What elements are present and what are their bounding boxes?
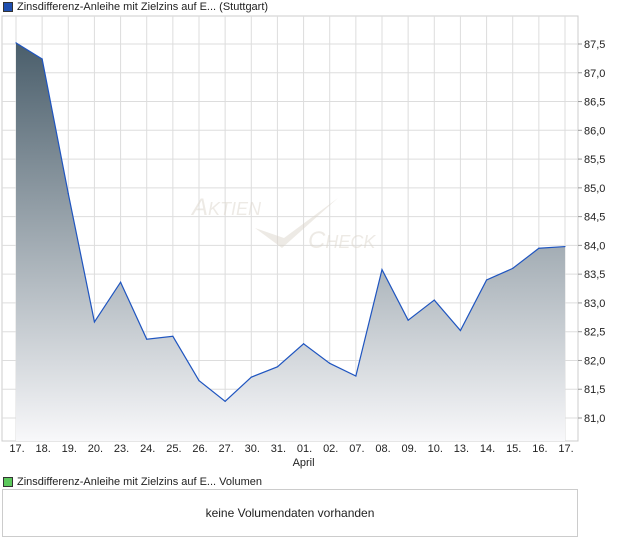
x-tick-label: 17. xyxy=(9,443,24,455)
price-legend: Zinsdifferenz-Anleihe mit Zielzins auf E… xyxy=(3,1,268,13)
svg-text:AKTIEN: AKTIEN xyxy=(190,194,262,221)
y-tick-label: 84,5 xyxy=(584,212,605,224)
x-tick-label: 15. xyxy=(506,443,521,455)
data-point xyxy=(302,343,305,345)
svg-text:CHECK: CHECK xyxy=(308,227,376,254)
x-tick-label: 27. xyxy=(218,443,233,455)
volume-panel: keine Volumendaten vorhanden xyxy=(2,489,578,537)
data-point xyxy=(512,267,514,270)
data-point xyxy=(381,268,383,271)
y-tick-label: 87,5 xyxy=(584,39,605,51)
x-tick-label: 10. xyxy=(428,443,443,455)
x-tick-label: 30. xyxy=(245,443,260,455)
x-tick-label: 19. xyxy=(62,443,77,455)
price-legend-swatch xyxy=(3,2,13,12)
volume-legend-swatch xyxy=(3,477,13,487)
data-point xyxy=(93,321,96,323)
data-point xyxy=(41,58,43,60)
data-point xyxy=(224,400,226,402)
x-tick-label: 17. xyxy=(558,443,573,455)
y-tick-label: 86,0 xyxy=(584,125,605,137)
data-point xyxy=(538,247,540,249)
y-tick-label: 81,0 xyxy=(584,413,605,425)
x-tick-label: 08. xyxy=(375,443,390,455)
volume-legend: Zinsdifferenz-Anleihe mit Zielzins auf E… xyxy=(3,476,262,488)
data-point xyxy=(172,335,174,337)
data-point xyxy=(146,338,148,340)
price-legend-label: Zinsdifferenz-Anleihe mit Zielzins auf E… xyxy=(17,1,269,13)
x-tick-label: 09. xyxy=(401,443,416,455)
y-tick-label: 81,5 xyxy=(584,384,605,396)
data-point xyxy=(329,362,331,364)
price-line xyxy=(15,42,566,403)
x-tick-label: 02. xyxy=(323,443,338,455)
x-tick-label: 24. xyxy=(140,443,155,455)
y-tick-label: 82,0 xyxy=(584,355,605,367)
data-point xyxy=(15,42,17,44)
data-point xyxy=(485,279,488,281)
y-tick-label: 83,5 xyxy=(584,269,605,281)
y-tick-label: 86,5 xyxy=(584,97,605,109)
x-tick-label: 26. xyxy=(192,443,207,455)
data-point xyxy=(459,329,462,332)
y-tick-label: 85,5 xyxy=(584,154,605,166)
x-tick-label: 13. xyxy=(454,443,469,455)
y-tick-label: 85,0 xyxy=(584,183,605,195)
data-point xyxy=(433,299,435,301)
data-point xyxy=(198,380,200,382)
y-tick-label: 82,5 xyxy=(584,327,605,339)
x-tick-label: 16. xyxy=(532,443,547,455)
volume-empty-message: keine Volumendaten vorhanden xyxy=(205,506,375,520)
x-tick-label: 20. xyxy=(88,443,103,455)
y-tick-label: 83,0 xyxy=(584,298,605,310)
data-point xyxy=(564,245,566,248)
x-tick-label: 18. xyxy=(35,443,50,455)
watermark: AKTIEN CHECK xyxy=(190,194,376,254)
x-tick-label: 07. xyxy=(349,443,364,455)
x-sublabel: April xyxy=(293,457,315,469)
x-tick-label: 31. xyxy=(271,443,286,455)
x-tick-label: 25. xyxy=(166,443,181,455)
data-point xyxy=(276,366,279,368)
x-tick-label: 23. xyxy=(114,443,129,455)
data-point xyxy=(355,375,357,377)
data-point xyxy=(407,319,409,321)
y-tick-label: 84,0 xyxy=(584,240,605,252)
x-tick-label: 01. xyxy=(297,443,312,455)
y-tick-label: 87,0 xyxy=(584,68,605,80)
x-tick-label: 14. xyxy=(480,443,495,455)
data-point xyxy=(67,193,69,195)
data-point xyxy=(119,281,122,283)
price-chart: AKTIEN CHECK 17. 18. 19. 20. 23. 24. 25. 26. 27.… xyxy=(1,15,605,469)
data-point xyxy=(250,376,252,378)
price-area xyxy=(16,42,565,441)
volume-legend-label: Zinsdifferenz-Anleihe mit Zielzins auf E… xyxy=(17,476,262,488)
